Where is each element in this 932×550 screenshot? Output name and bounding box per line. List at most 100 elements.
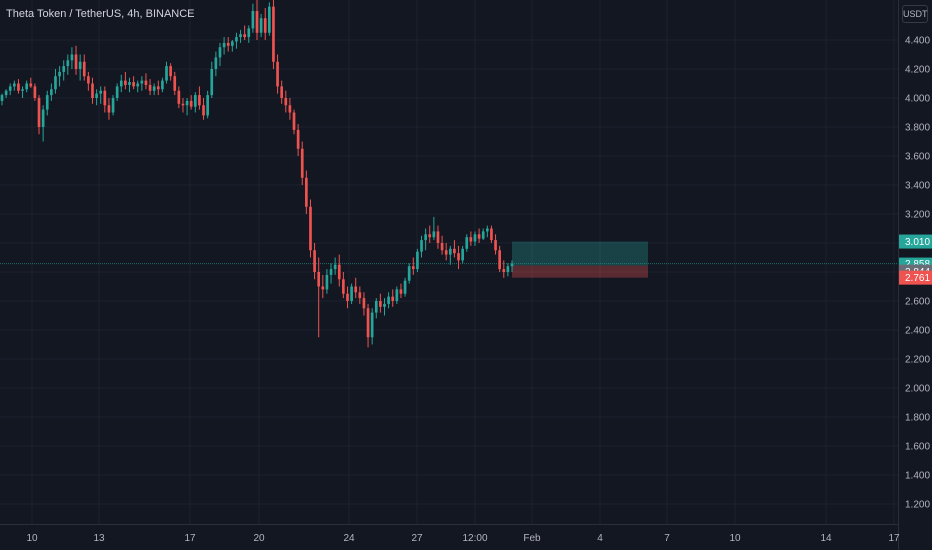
candles (0, 0, 514, 348)
candle (148, 79, 152, 96)
candle-body (477, 234, 481, 239)
profit-zone[interactable] (512, 241, 648, 266)
candle-body (91, 83, 94, 98)
candle-body (45, 95, 49, 110)
candle (144, 73, 148, 90)
candle (350, 283, 353, 304)
candle-body (436, 231, 440, 243)
currency-unit-button[interactable]: USDT (902, 5, 928, 23)
candle-body (206, 95, 209, 116)
candle (325, 269, 329, 294)
candle (448, 245, 452, 265)
stop-price-tag-label: 2.761 (905, 273, 930, 284)
price-tick-label: 3.200 (905, 210, 930, 221)
time-tick-label: 10 (26, 533, 38, 544)
candle (333, 257, 337, 275)
candle-body (379, 301, 382, 307)
candle-body (457, 253, 460, 261)
price-tick-label: 4.200 (905, 65, 930, 76)
candle-body (374, 301, 378, 313)
candle (54, 69, 57, 94)
current-price-label: 2.858 (905, 259, 930, 270)
candle (17, 79, 20, 94)
candle-body (391, 296, 395, 301)
candle-body (189, 100, 193, 107)
candle (41, 105, 45, 142)
candle (82, 54, 86, 81)
candle-body (325, 274, 329, 290)
candle (490, 225, 493, 243)
price-tick-label: 3.600 (905, 152, 930, 163)
price-tick-label: 1.400 (905, 471, 930, 482)
candle (387, 292, 390, 309)
candle-body (268, 6, 271, 33)
candle (87, 71, 90, 91)
candle-body (280, 86, 284, 98)
candle-body (494, 240, 497, 251)
candle (165, 61, 168, 84)
candle (95, 89, 98, 106)
candle (428, 225, 432, 243)
candle-body (173, 76, 177, 91)
candle (342, 272, 345, 299)
candle-body (448, 248, 452, 255)
candle-body (300, 148, 304, 178)
candle-body (354, 286, 358, 293)
candle (181, 98, 185, 113)
candle-body (395, 289, 399, 301)
candle-body (82, 61, 86, 77)
candle-body (58, 71, 61, 77)
candle (45, 90, 49, 116)
candle-body (465, 237, 469, 249)
candle (21, 86, 24, 98)
candle-body (346, 293, 349, 301)
candle (498, 245, 501, 272)
candle (444, 243, 448, 261)
candle (235, 32, 238, 49)
candle (288, 98, 292, 120)
candle-body (259, 18, 263, 33)
candle-body (383, 303, 386, 307)
time-tick-label: 27 (411, 533, 423, 544)
time-tick-label: 7 (664, 533, 670, 544)
candle (354, 277, 358, 299)
grid (0, 0, 898, 524)
candle (78, 54, 82, 81)
candle (510, 260, 514, 272)
loss-zone[interactable] (512, 265, 648, 278)
candle (222, 37, 226, 55)
candle (66, 54, 70, 75)
candle-body (50, 89, 53, 96)
candle-body (473, 234, 477, 242)
candle (272, 0, 275, 69)
candle-body (469, 237, 473, 242)
candle (62, 60, 66, 81)
candle (481, 228, 485, 241)
target-price-tag-bg (899, 234, 932, 249)
candle-body (498, 250, 501, 270)
candle (411, 257, 415, 275)
candle-body (263, 18, 267, 33)
price-tick-label: 4.000 (905, 94, 930, 105)
candle-body (78, 61, 82, 69)
candle-body (296, 129, 300, 149)
candle (346, 286, 349, 309)
candle-body (37, 98, 41, 127)
candle (8, 83, 12, 96)
candle (457, 245, 460, 270)
candle (243, 25, 246, 40)
candle (317, 257, 321, 338)
candle-body (362, 298, 366, 309)
candle (13, 80, 16, 91)
price-tick-label: 2.400 (905, 326, 930, 337)
price-tick-label: 1.200 (905, 500, 930, 511)
candle-body (502, 269, 506, 272)
price-tick-label: 2.200 (905, 355, 930, 366)
candle-body (8, 86, 12, 91)
candle (239, 29, 242, 43)
time-tick-label: 24 (343, 533, 355, 544)
candle (156, 80, 160, 96)
candle (111, 95, 115, 116)
time-axis[interactable]: 10 13 17 20 24 27 12:00 Feb 4 7 10 14 17 (26, 533, 900, 544)
